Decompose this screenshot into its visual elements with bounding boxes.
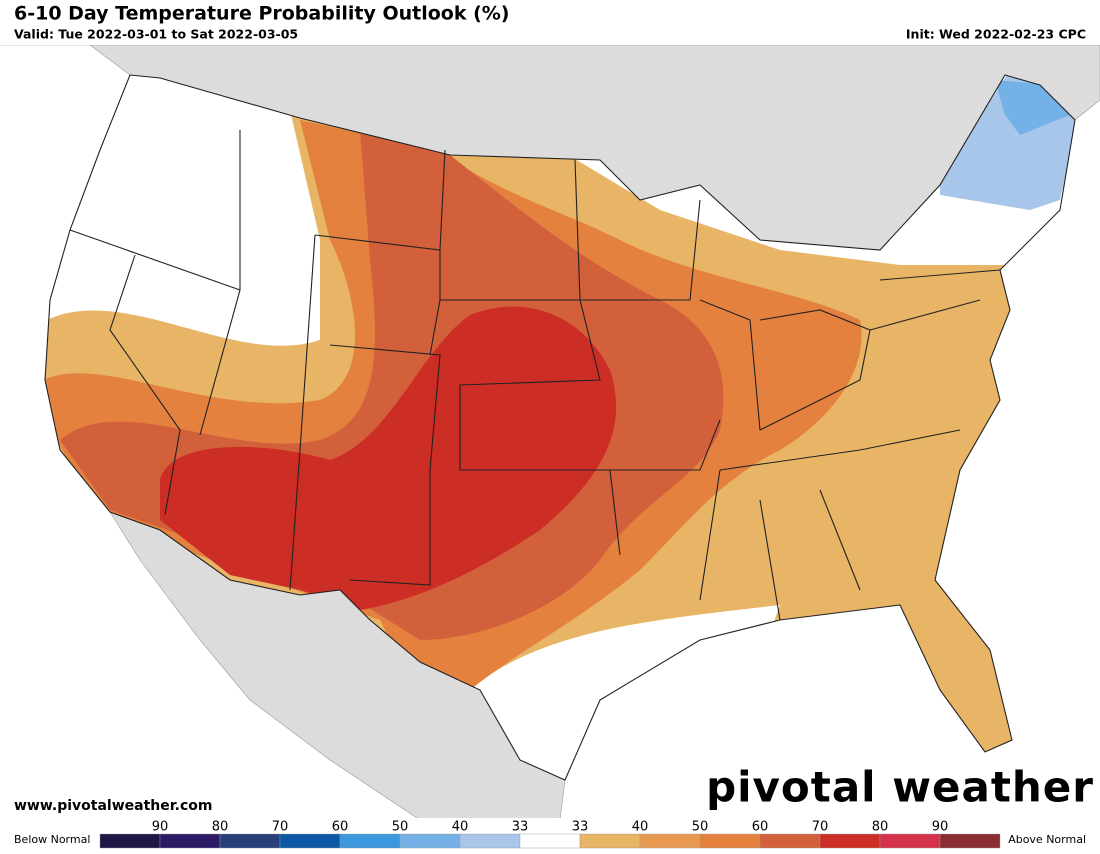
legend-tick-label: 90 bbox=[932, 820, 949, 835]
legend: 90 80 70 60 50 40 33 33 40 50 60 70 80 90 bbox=[99, 820, 1001, 849]
legend-tick-label: 90 bbox=[152, 820, 169, 835]
legend-swatch bbox=[279, 833, 341, 849]
valid-time: Valid: Tue 2022-03-01 to Sat 2022-03-05 bbox=[14, 27, 298, 42]
legend-swatch bbox=[879, 833, 941, 849]
legend-above-label: Above Normal bbox=[1008, 833, 1086, 846]
legend-swatch bbox=[699, 833, 761, 849]
legend-tick-label: 40 bbox=[452, 820, 469, 835]
legend-swatch bbox=[579, 833, 641, 849]
legend-swatch bbox=[519, 833, 581, 849]
legend-tick-label: 60 bbox=[332, 820, 349, 835]
footer-url: www.pivotalweather.com bbox=[14, 798, 213, 814]
legend-swatch bbox=[399, 833, 461, 849]
legend-tick-label: 60 bbox=[752, 820, 769, 835]
legend-tick-label: 50 bbox=[392, 820, 409, 835]
legend-tick-label: 50 bbox=[692, 820, 709, 835]
legend-tick-label: 80 bbox=[212, 820, 229, 835]
title: 6-10 Day Temperature Probability Outlook… bbox=[14, 3, 509, 25]
legend-swatch bbox=[339, 833, 401, 849]
legend-below-label: Below Normal bbox=[14, 833, 90, 846]
legend-tick-label: 70 bbox=[812, 820, 829, 835]
state-borders bbox=[44, 74, 1076, 781]
legend-swatch bbox=[99, 833, 161, 849]
legend-swatch bbox=[459, 833, 521, 849]
us-outline bbox=[44, 74, 1076, 781]
map bbox=[0, 44, 1100, 821]
legend-swatch bbox=[759, 833, 821, 849]
legend-tick-label: 70 bbox=[272, 820, 289, 835]
header-bg bbox=[0, 0, 1100, 45]
legend-tick-label: 33 bbox=[572, 820, 589, 835]
legend-tick-label: 80 bbox=[872, 820, 889, 835]
legend-swatch bbox=[819, 833, 881, 849]
legend-swatch bbox=[939, 833, 1001, 849]
init-time: Init: Wed 2022-02-23 CPC bbox=[906, 27, 1086, 42]
legend-tick-label: 33 bbox=[512, 820, 529, 835]
state-lines bbox=[69, 130, 1001, 621]
legend-swatch bbox=[639, 833, 701, 849]
region-70 bbox=[160, 306, 617, 610]
legend-swatch bbox=[219, 833, 281, 849]
brand: pivotal weather bbox=[706, 763, 1094, 812]
legend-tick-label: 40 bbox=[632, 820, 649, 835]
legend-swatch bbox=[159, 833, 221, 849]
